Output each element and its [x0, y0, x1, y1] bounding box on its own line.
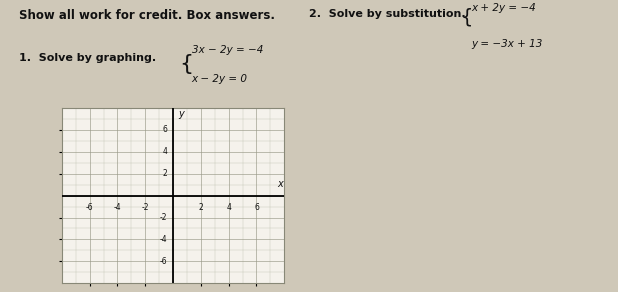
- Text: 6: 6: [254, 203, 259, 212]
- Text: 2: 2: [198, 203, 203, 212]
- Text: -4: -4: [114, 203, 121, 212]
- Text: {: {: [460, 7, 473, 26]
- Text: 6: 6: [163, 126, 167, 134]
- Text: y: y: [179, 109, 184, 119]
- Text: 1.  Solve by graphing.: 1. Solve by graphing.: [19, 53, 156, 62]
- Text: -6: -6: [86, 203, 93, 212]
- Text: 3x − 2y = −4: 3x − 2y = −4: [192, 45, 263, 55]
- Text: {: {: [179, 54, 193, 74]
- Text: 4: 4: [226, 203, 231, 212]
- Text: x + 2y = −4: x + 2y = −4: [471, 3, 536, 13]
- Text: y = −3x + 13: y = −3x + 13: [471, 39, 542, 49]
- Text: -4: -4: [160, 235, 167, 244]
- Text: -6: -6: [160, 257, 167, 266]
- Text: x − 2y = 0: x − 2y = 0: [192, 74, 248, 84]
- Text: Show all work for credit. Box answers.: Show all work for credit. Box answers.: [19, 9, 274, 22]
- Text: 4: 4: [163, 147, 167, 156]
- Text: x: x: [277, 179, 283, 189]
- Text: -2: -2: [160, 213, 167, 222]
- Text: 2.  Solve by substitution.: 2. Solve by substitution.: [309, 9, 465, 19]
- Text: -2: -2: [142, 203, 149, 212]
- Text: 2: 2: [163, 169, 167, 178]
